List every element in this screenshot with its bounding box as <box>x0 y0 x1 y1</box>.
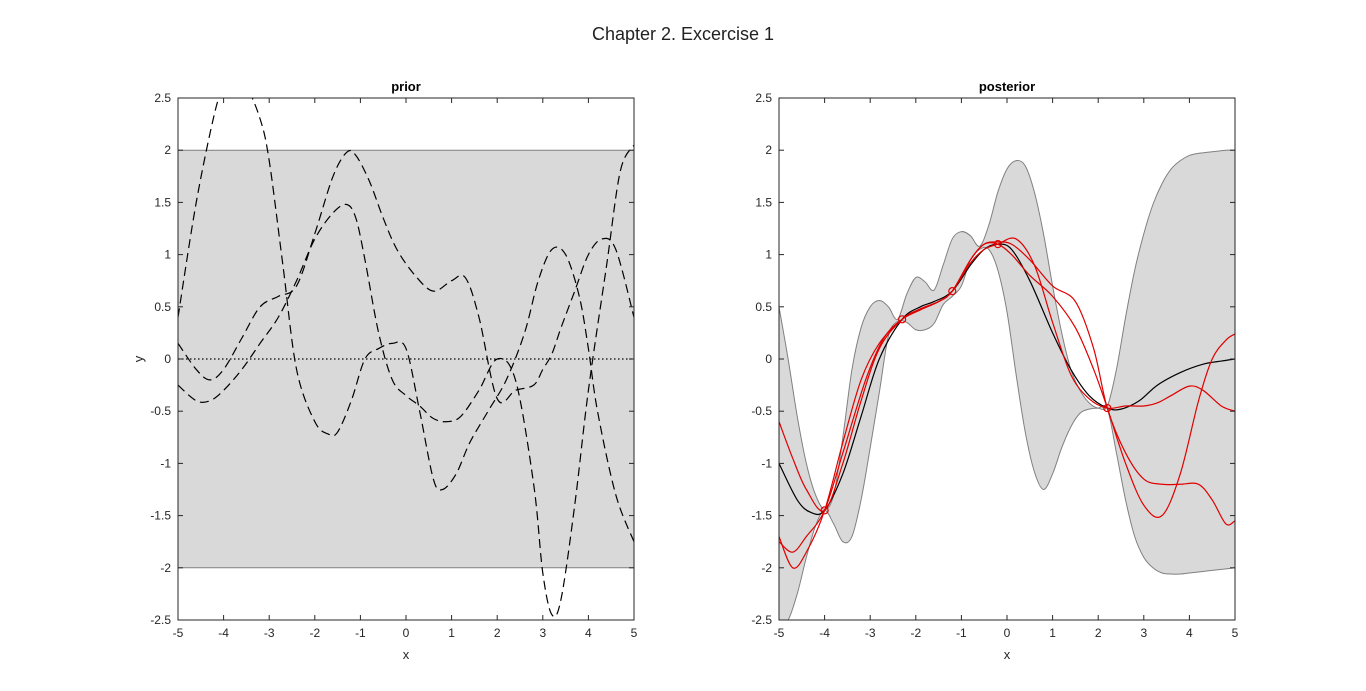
sample-line-2 <box>779 241 1235 569</box>
observation-point <box>820 506 829 515</box>
y-tick-label: -1.5 <box>751 509 772 523</box>
y-tick-label: 0.5 <box>154 300 171 314</box>
x-tick-label: 2 <box>494 626 501 640</box>
plot-title: posterior <box>979 79 1035 94</box>
x-tick-label: 3 <box>1140 626 1147 640</box>
y-tick-label: 1 <box>765 248 772 262</box>
y-tick-label: -2 <box>160 561 171 575</box>
x-tick-label: 0 <box>1004 626 1011 640</box>
plot-content <box>178 98 634 618</box>
x-tick-label: -4 <box>819 626 830 640</box>
y-tick-label: 1 <box>164 248 171 262</box>
observation-point <box>898 315 907 324</box>
x-tick-label: 4 <box>585 626 592 640</box>
x-tick-label: 2 <box>1095 626 1102 640</box>
y-tick-label: 0 <box>164 352 171 366</box>
x-tick-label: 5 <box>1232 626 1239 640</box>
x-axis-label: x <box>403 647 410 662</box>
sample-line-3 <box>779 241 1235 518</box>
y-tick-label: -0.5 <box>150 404 171 418</box>
y-tick-label: 0.5 <box>755 300 772 314</box>
y-tick-label: -2 <box>761 561 772 575</box>
x-tick-label: 1 <box>1049 626 1056 640</box>
y-tick-label: 2 <box>164 143 171 157</box>
y-tick-label: -2.5 <box>751 613 772 627</box>
x-tick-label: 4 <box>1186 626 1193 640</box>
y-tick-label: 2.5 <box>755 91 772 105</box>
x-tick-label: -1 <box>355 626 366 640</box>
y-tick-label: 0 <box>765 352 772 366</box>
observation-point <box>993 240 1002 249</box>
x-tick-label: -1 <box>956 626 967 640</box>
y-tick-label: -2.5 <box>150 613 171 627</box>
observation-point <box>1103 403 1112 413</box>
x-tick-label: 0 <box>403 626 410 640</box>
x-tick-label: -3 <box>264 626 275 640</box>
y-tick-label: 1.5 <box>154 195 171 209</box>
plot-title: prior <box>391 79 421 94</box>
x-tick-label: 1 <box>448 626 455 640</box>
plot-content <box>779 149 1235 620</box>
y-tick-label: -1 <box>761 456 772 470</box>
figure-title: Chapter 2. Excercise 1 <box>591 24 775 44</box>
x-axis-label: x <box>1004 647 1011 662</box>
x-tick-label: -5 <box>173 626 184 640</box>
posterior-plot: -5 -4 -3 -2 -1 0 1 2 3 4 5 -2.5 -2 -1.5 -1 -0.5 0 0.5 1 1.5… <box>751 79 1238 662</box>
sample-line-3 <box>178 144 634 618</box>
y-tick-label: -1.5 <box>150 509 171 523</box>
x-tick-label: 3 <box>539 626 546 640</box>
y-axis-label: y <box>131 355 146 362</box>
y-tick-label: 1.5 <box>755 195 772 209</box>
observation-point <box>948 287 957 296</box>
y-tick-label: 2 <box>765 143 772 157</box>
sample-line-1 <box>178 98 634 542</box>
x-tick-label: 5 <box>631 626 638 640</box>
y-tick-label: -0.5 <box>751 404 772 418</box>
sample-line-1 <box>779 237 1235 553</box>
x-tick-label: -5 <box>774 626 785 640</box>
prior-plot: -5 -4 -3 -2 -1 0 1 2 3 4 5 -2.5 -2 -1.5 -1 -0.5 0 0.5 1 1.5… <box>131 79 638 662</box>
y-tick-label: 2.5 <box>154 91 171 105</box>
x-tick-label: -2 <box>309 626 320 640</box>
y-tick-label: -1 <box>160 456 171 470</box>
x-tick-label: -3 <box>865 626 876 640</box>
x-tick-label: -2 <box>910 626 921 640</box>
x-tick-label: -4 <box>218 626 229 640</box>
